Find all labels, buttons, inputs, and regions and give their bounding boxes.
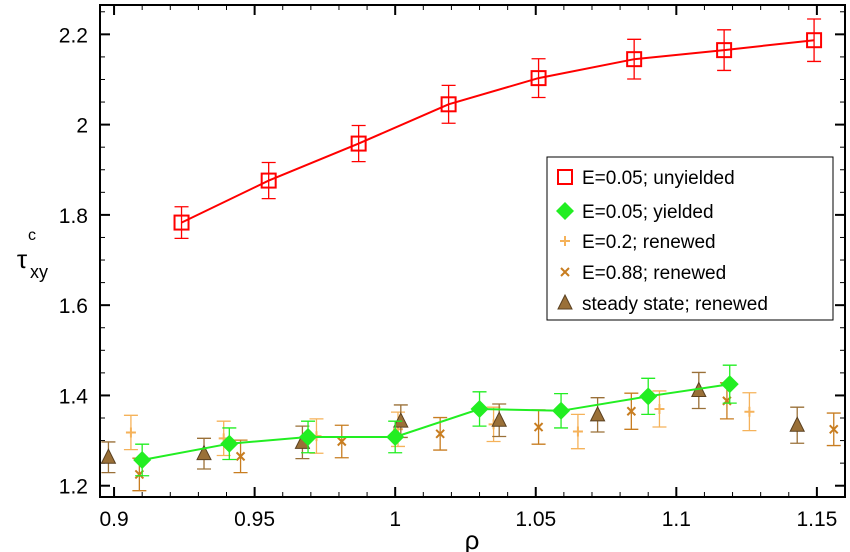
legend-label-yielded: E=0.05; yielded (582, 202, 714, 223)
y-axis-title: τ c xy (17, 227, 48, 282)
x-tick-label: 1.15 (796, 508, 837, 531)
legend-label-unyielded: E=0.05; unyielded (582, 168, 735, 189)
data-point (744, 406, 755, 417)
series-4 (100, 371, 806, 474)
data-point (440, 96, 457, 113)
error-bar (174, 206, 189, 240)
data-point (299, 427, 318, 446)
error-bar (261, 161, 276, 200)
x-tick-label: 1.05 (515, 508, 556, 531)
x-tick-label: 1 (389, 508, 401, 531)
legend-marker (557, 293, 573, 310)
data-point (350, 135, 367, 152)
data-point (626, 406, 637, 416)
legend: E=0.05; unyielded E=0.05; yielded E=0.2;… (546, 156, 834, 321)
series-line-e-0-05-unyielded (181, 39, 815, 224)
series-0 (173, 18, 823, 240)
x-tick-label: 0.9 (99, 508, 128, 531)
data-point (829, 424, 839, 435)
data-point (173, 214, 190, 231)
data-point (235, 451, 246, 462)
error-bar (627, 38, 642, 80)
legend-box (546, 156, 834, 321)
y-axis-title-sub: xy (30, 262, 48, 282)
data-point (196, 444, 212, 461)
y-tick-label: 1.8 (59, 205, 88, 228)
data-point (572, 426, 583, 437)
data-point (386, 427, 405, 446)
y-axis-title-sup: c (28, 227, 36, 244)
legend-marker (556, 202, 574, 220)
legend-marker (560, 236, 570, 246)
error-bar (807, 18, 822, 63)
data-point (626, 51, 643, 68)
legend-markers (556, 169, 574, 310)
data-point (220, 434, 239, 453)
data-point (100, 448, 117, 464)
data-point (491, 411, 508, 427)
x-tick-label: 1.1 (662, 508, 691, 531)
data-point (589, 405, 606, 422)
tick-labels: 0.9 0.95 1 1.05 1.1 1.15 1.2 1.4 1.6 1.8 2 2.2 (59, 24, 838, 531)
data-point (789, 416, 806, 432)
data-point (435, 429, 445, 439)
data-point (720, 375, 739, 394)
y-tick-label: 2 (76, 115, 88, 138)
data-point (133, 450, 152, 469)
y-axis-title-main: τ (17, 244, 28, 274)
data-point (806, 32, 823, 49)
x-axis-title: ρ (465, 525, 480, 552)
error-bar (441, 84, 456, 124)
data-point (533, 422, 544, 432)
y-tick-label: 1.6 (59, 295, 88, 318)
data-point (260, 172, 277, 189)
legend-marker (557, 169, 573, 185)
series-line-e-0-05-yielded (142, 383, 730, 461)
legend-label-steady: steady state; renewed (582, 294, 768, 315)
series-1 (133, 364, 739, 477)
data-point (470, 399, 489, 418)
data-point (393, 412, 409, 428)
x-tick-label: 0.95 (234, 508, 275, 531)
data-point (125, 427, 136, 438)
data-point (654, 403, 665, 414)
series-3 (132, 382, 841, 492)
data-point (716, 42, 733, 59)
data-point (337, 436, 347, 447)
data-point (530, 70, 547, 87)
series-layer (100, 18, 841, 492)
tick-marks (100, 5, 845, 497)
legend-marker (560, 267, 570, 277)
data-point (552, 401, 571, 420)
y-tick-label: 1.2 (59, 476, 88, 499)
error-bar (717, 29, 732, 72)
error-bar (351, 124, 366, 163)
y-tick-label: 2.2 (59, 24, 88, 47)
legend-label-e02: E=0.2; renewed (582, 232, 716, 253)
data-point (639, 387, 658, 406)
legend-label-e088: E=0.88; renewed (582, 263, 726, 284)
error-bar (531, 58, 546, 99)
y-tick-label: 1.4 (59, 385, 89, 408)
plot-frame (99, 4, 846, 498)
